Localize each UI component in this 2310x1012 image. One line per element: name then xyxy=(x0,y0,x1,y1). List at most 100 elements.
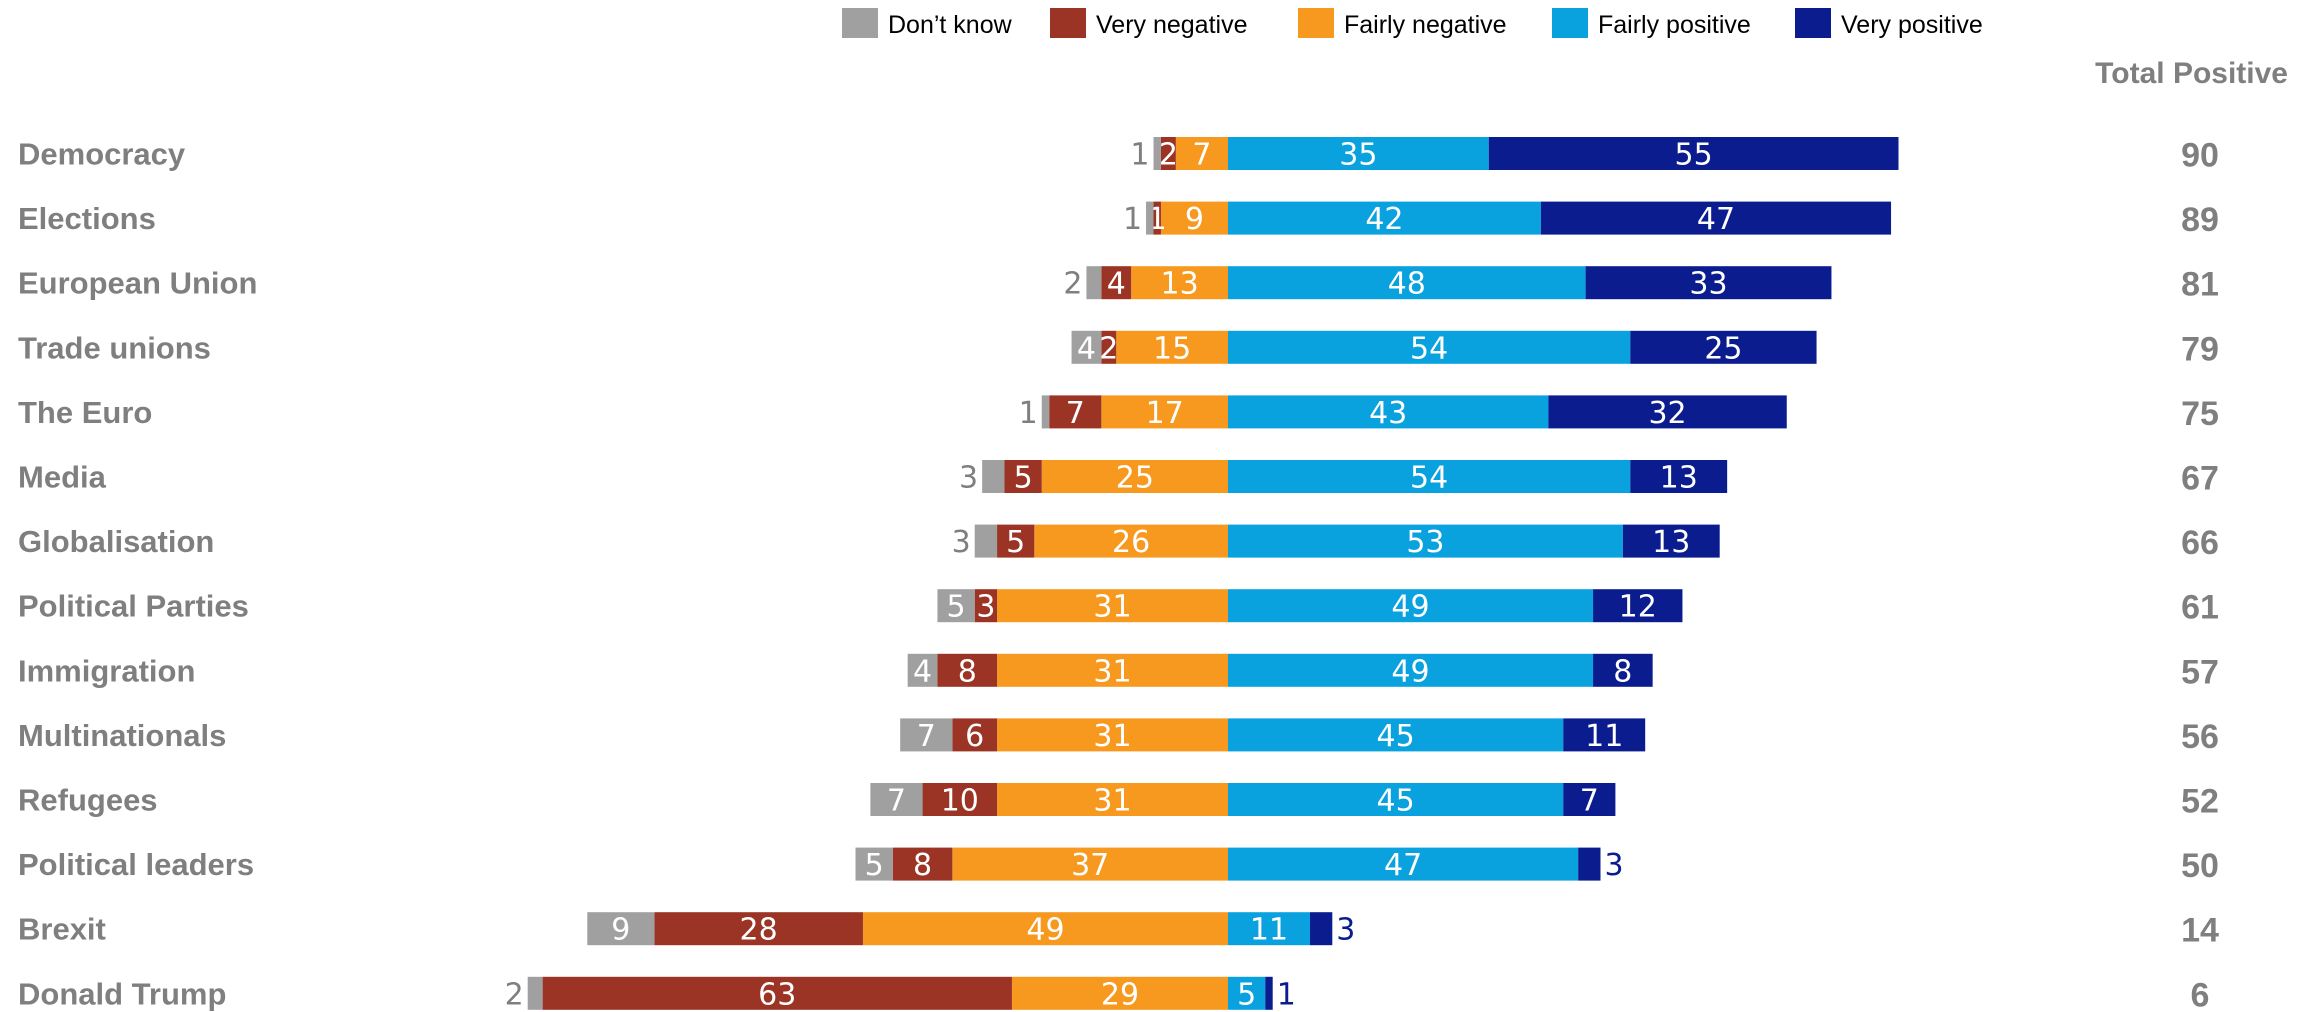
bar-fairly-negative xyxy=(1116,330,1228,364)
bar-very-negative xyxy=(1101,330,1117,364)
bar-don-t-know xyxy=(1041,395,1050,429)
data-label-fairly-positive: 54 xyxy=(1410,331,1448,366)
bar-very-negative xyxy=(892,847,953,881)
bar-fairly-negative xyxy=(1131,266,1228,300)
data-label-very-negative: 28 xyxy=(740,913,778,948)
bar-fairly-negative xyxy=(997,783,1228,816)
legend-label-fairly-positive: Fairly positive xyxy=(1598,11,1751,39)
legend-label-don-t-know: Don’t know xyxy=(888,11,1013,39)
total-positive-value: 6 xyxy=(2191,976,2210,1012)
data-label-don-t-know: 1 xyxy=(1123,202,1142,237)
bar-very-positive xyxy=(1563,783,1616,816)
bar-don-t-know xyxy=(907,653,938,687)
bar-fairly-negative xyxy=(997,653,1228,687)
bar-fairly-negative xyxy=(1011,976,1228,1010)
data-label-don-t-know: 3 xyxy=(959,461,978,496)
bar-don-t-know xyxy=(1071,330,1102,364)
bar-fairly-negative xyxy=(1160,201,1228,235)
bar-very-negative xyxy=(654,912,863,946)
data-label-very-positive: 12 xyxy=(1619,590,1657,625)
data-label-fairly-positive: 5 xyxy=(1237,977,1256,1012)
legend-swatch-fairly-positive xyxy=(1552,8,1588,38)
total-positive-values: 90 89 81 79 75 67 66 61 57 56 52 50 14 6 xyxy=(2181,137,2219,1012)
data-label-fairly-negative: 26 xyxy=(1112,525,1150,560)
bar-don-t-know xyxy=(870,783,923,816)
bar-very-positive xyxy=(1540,201,1892,235)
bar-very-negative xyxy=(952,718,998,752)
total-positive-value: 57 xyxy=(2181,653,2219,691)
bar-don-t-know xyxy=(982,460,1005,493)
total-positive-header: Total Positive xyxy=(2095,57,2288,90)
data-label-don-t-know: 5 xyxy=(947,590,966,625)
total-positive-value: 52 xyxy=(2181,783,2219,821)
bar-fairly-positive xyxy=(1228,460,1631,493)
category-label: Refugees xyxy=(18,783,158,818)
category-label: Political leaders xyxy=(18,847,254,882)
bar-very-negative xyxy=(1049,395,1102,429)
bar-very-negative xyxy=(1004,460,1042,493)
data-label-fairly-positive: 53 xyxy=(1406,525,1444,560)
data-label-very-negative: 8 xyxy=(913,848,932,883)
bar-don-t-know xyxy=(1146,201,1154,235)
data-label-very-positive: 11 xyxy=(1585,719,1623,754)
category-labels: Democracy Elections European Union Trade un… xyxy=(18,137,257,1012)
total-positive-value: 61 xyxy=(2181,589,2219,627)
data-label-very-negative: 7 xyxy=(1066,396,1085,431)
legend-swatch-very-negative xyxy=(1050,8,1086,38)
bar-fairly-positive xyxy=(1228,653,1594,687)
data-label-very-negative: 8 xyxy=(958,654,977,689)
bar-very-positive xyxy=(1585,266,1832,300)
data-label-fairly-positive: 45 xyxy=(1377,784,1415,819)
data-label-very-positive: 13 xyxy=(1660,461,1698,496)
total-positive-value: 81 xyxy=(2181,266,2219,304)
bar-very-negative xyxy=(922,783,998,816)
bar-fairly-positive xyxy=(1228,718,1564,752)
data-label-don-t-know: 1 xyxy=(1019,396,1038,431)
bar-very-negative xyxy=(937,653,998,687)
data-label-fairly-positive: 47 xyxy=(1384,848,1422,883)
total-positive-value: 79 xyxy=(2181,330,2219,368)
data-label-very-positive: 25 xyxy=(1704,331,1742,366)
legend-label-very-positive: Very positive xyxy=(1841,11,1983,39)
total-positive-value: 56 xyxy=(2181,718,2219,756)
data-label-very-positive: 47 xyxy=(1697,202,1735,237)
category-label: Political Parties xyxy=(18,589,249,624)
category-label: The Euro xyxy=(18,395,152,430)
data-label-don-t-know: 3 xyxy=(952,525,971,560)
data-label-don-t-know: 1 xyxy=(1130,138,1149,173)
legend-swatch-fairly-negative xyxy=(1298,8,1334,38)
data-label-fairly-negative: 29 xyxy=(1101,977,1139,1012)
category-label: Multinationals xyxy=(18,718,226,753)
data-label-fairly-positive: 42 xyxy=(1365,202,1403,237)
bar-very-negative xyxy=(974,589,998,623)
category-label: Democracy xyxy=(18,137,186,172)
data-label-very-positive: 1 xyxy=(1277,977,1296,1012)
data-label-fairly-negative: 37 xyxy=(1071,848,1109,883)
data-label-very-positive: 3 xyxy=(1336,913,1355,948)
data-label-don-t-know: 2 xyxy=(1063,267,1082,302)
data-label-very-positive: 32 xyxy=(1648,396,1686,431)
data-label-don-t-know: 7 xyxy=(917,719,936,754)
data-label-don-t-know: 7 xyxy=(887,784,906,819)
bar-don-t-know xyxy=(974,524,998,558)
data-label-fairly-positive: 48 xyxy=(1388,267,1426,302)
category-label: Trade unions xyxy=(18,330,211,365)
category-label: Elections xyxy=(18,201,156,236)
data-label-very-positive: 3 xyxy=(1605,848,1624,883)
legend-label-very-negative: Very negative xyxy=(1096,11,1248,39)
total-positive-value: 66 xyxy=(2181,524,2219,562)
data-label-very-negative: 4 xyxy=(1107,267,1126,302)
category-label: Globalisation xyxy=(18,524,214,559)
bar-very-negative xyxy=(542,976,1012,1010)
data-label-fairly-positive: 11 xyxy=(1250,913,1288,948)
bar-fairly-negative xyxy=(1041,460,1228,493)
data-label-fairly-positive: 45 xyxy=(1377,719,1415,754)
data-label-fairly-positive: 35 xyxy=(1339,138,1377,173)
bar-very-positive xyxy=(1265,976,1273,1010)
bar-don-t-know xyxy=(1153,137,1161,170)
bar-don-t-know xyxy=(527,976,543,1010)
bar-fairly-negative xyxy=(1034,524,1228,558)
category-label: Donald Trump xyxy=(18,976,226,1011)
bar-fairly-positive xyxy=(1228,330,1631,364)
